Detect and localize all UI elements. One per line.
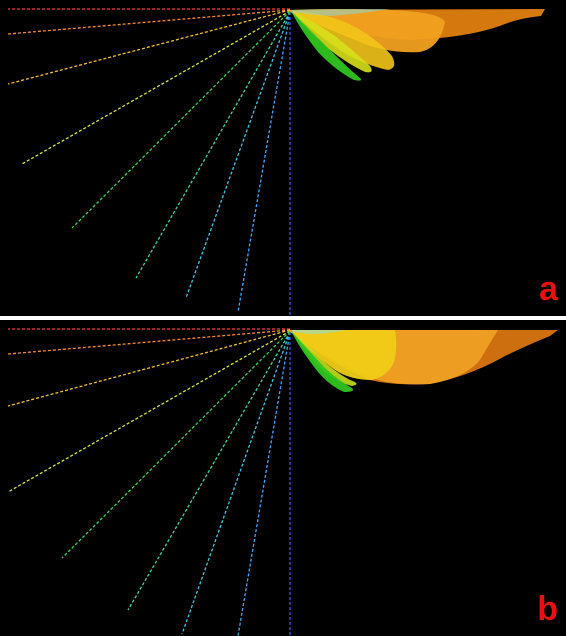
ray — [135, 11, 291, 279]
lobe-yellow — [292, 330, 397, 380]
panel-label-a: a — [539, 270, 558, 308]
ray — [7, 9, 291, 35]
ray — [71, 10, 291, 229]
radiation-lobes — [290, 9, 545, 81]
panel-a-scene — [7, 8, 545, 316]
ray-fan — [7, 328, 291, 636]
panel-a: a — [0, 0, 566, 316]
ray — [7, 9, 291, 85]
ray — [21, 10, 291, 165]
lobe-green — [292, 12, 362, 81]
ray-fan — [7, 8, 291, 316]
ray — [7, 329, 291, 355]
lobe-cyan-cap — [292, 9, 390, 16]
panel-b: b — [0, 320, 566, 636]
lobe-cyan-cap — [292, 330, 345, 334]
lobe-yellowgreen — [292, 331, 357, 386]
panel-b-scene — [7, 328, 558, 636]
lobe-green — [292, 332, 353, 392]
ray — [7, 330, 291, 493]
ray — [181, 331, 291, 635]
ray — [61, 330, 291, 559]
radiation-lobes — [290, 330, 558, 392]
ray — [127, 331, 291, 611]
ray — [185, 11, 291, 299]
ray — [237, 331, 291, 636]
lobe-yellowgreen — [292, 11, 372, 73]
panel-label-b: b — [537, 590, 558, 628]
ray — [7, 329, 291, 407]
ray — [237, 11, 291, 313]
